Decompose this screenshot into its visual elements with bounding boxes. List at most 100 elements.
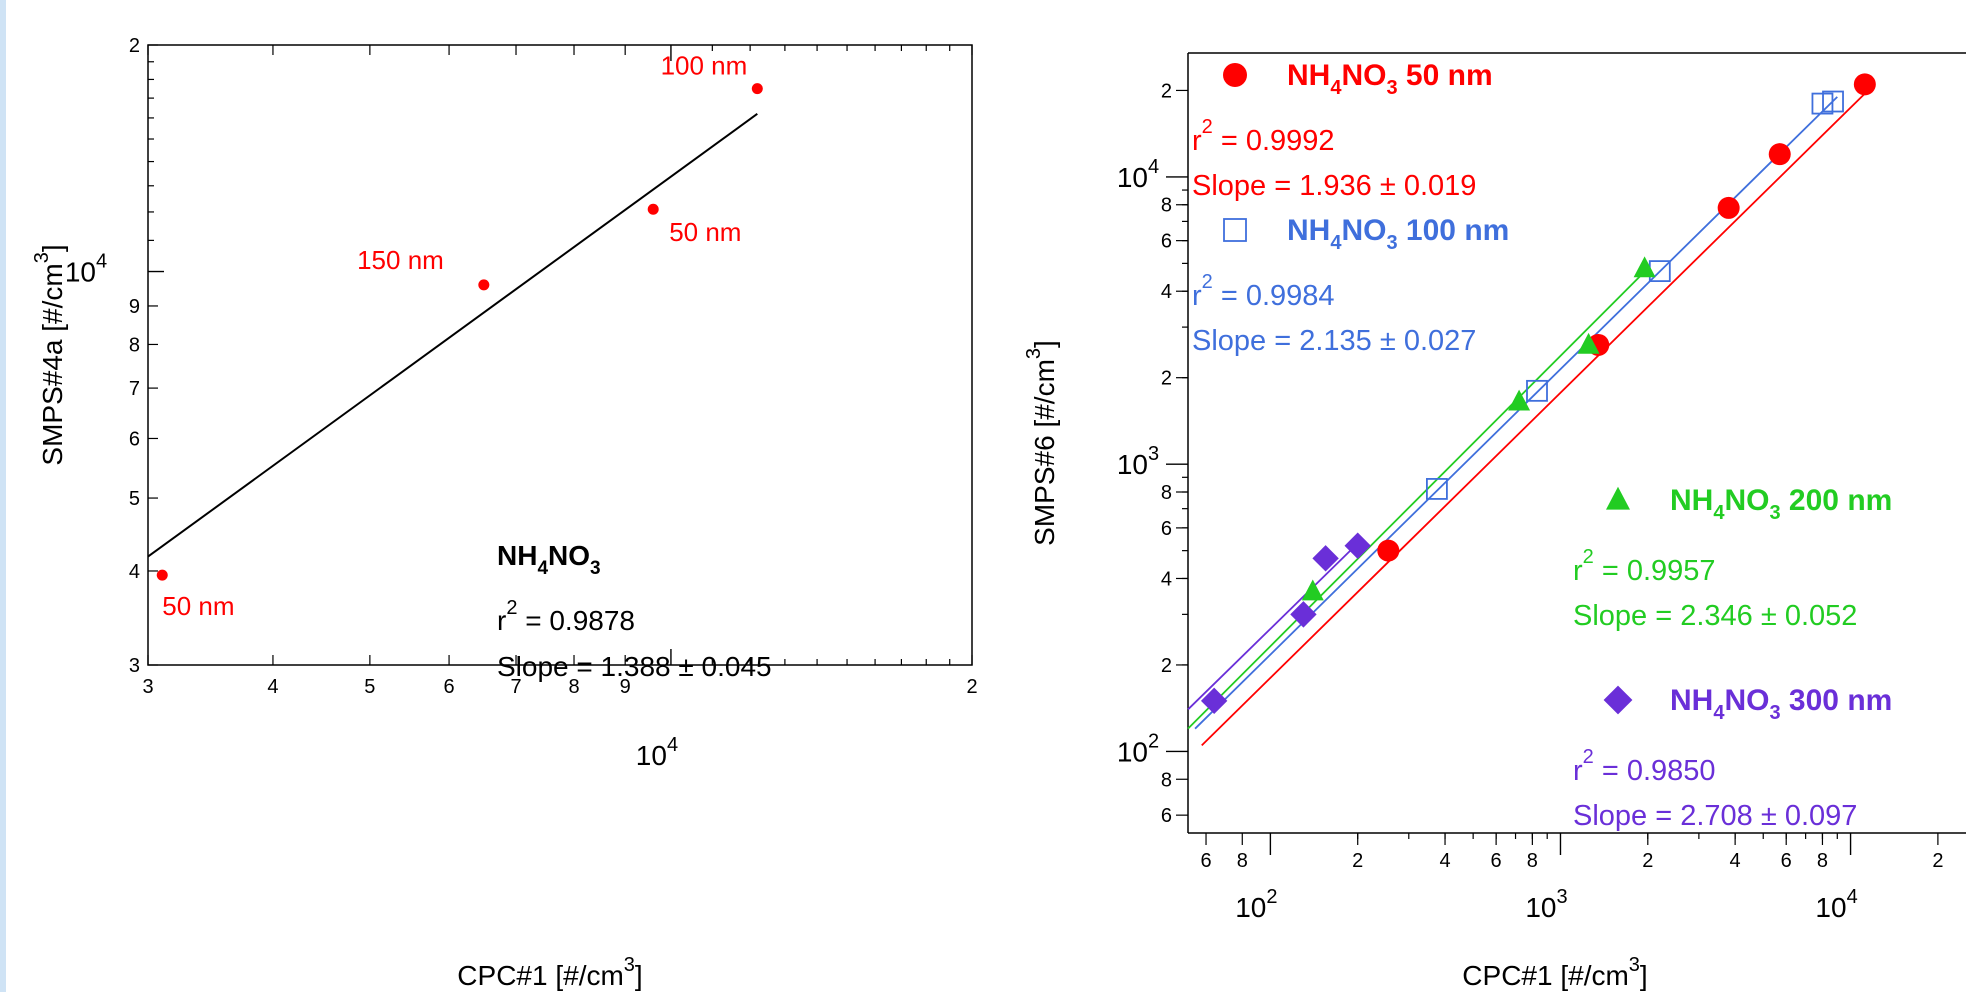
right-y-tick-label: 8 <box>1161 195 1172 217</box>
right-point-circle <box>1377 539 1400 562</box>
left-y-tick-label: 3 <box>129 655 140 677</box>
left-point-label: 150 nm <box>357 245 444 275</box>
right-y-tick-label: 6 <box>1161 805 1172 827</box>
right-y-axis-title: SMPS#6 [#/cm3] <box>1023 340 1060 546</box>
right-y-tick-label: 6 <box>1161 518 1172 540</box>
legend-slope-circle: Slope = 1.936 ± 0.019 <box>1192 170 1476 202</box>
left-point-label: 100 nm <box>661 51 748 81</box>
right-point-circle <box>1717 196 1740 219</box>
right-point-triangle <box>1508 389 1531 411</box>
right-y-decade-label: 104 <box>1117 156 1159 193</box>
right-point-triangle <box>1633 256 1656 278</box>
left-x-tick-label: 5 <box>364 676 375 698</box>
left-edge-strip <box>0 0 6 992</box>
left-annotation-compound: NH4NO3 <box>497 540 601 579</box>
left-y-axis-title: SMPS#4a [#/cm3] <box>31 244 68 465</box>
right-y-tick-label: 2 <box>1161 655 1172 677</box>
legend-title-square: NH4NO3 100 nm <box>1287 214 1509 254</box>
right-y-tick-label: 2 <box>1161 80 1172 102</box>
right-point-diamond <box>1344 532 1371 559</box>
right-x-tick-label: 6 <box>1200 850 1211 872</box>
left-x-axis-title: CPC#1 [#/cm3] <box>457 954 642 991</box>
right-x-axis-title: CPC#1 [#/cm3] <box>1462 954 1647 991</box>
left-chart: 3 4 5 6 7 8 9 2 104 3 4 5 6 7 8 9 2 104 CPC#1 [#/cm3] SMPS#… <box>31 35 978 991</box>
legend-slope-square: Slope = 2.135 ± 0.027 <box>1192 325 1476 357</box>
left-y-decade-label: 104 <box>65 251 107 288</box>
legend-marker-diamond <box>1603 685 1633 715</box>
right-fit-line-circle <box>1201 92 1866 746</box>
right-chart: 6 8 2 4 6 8 2 4 6 8 2 102 103 104 6 8 2 4 6 8 2 4 6 8 2 102 103 104… <box>1023 52 1966 991</box>
left-x-tick-label: 3 <box>142 676 153 698</box>
right-x-tick-label: 8 <box>1237 850 1248 872</box>
left-data-point <box>751 83 763 95</box>
right-fit-line-diamond <box>1187 542 1359 711</box>
legend-marker-square <box>1223 218 1247 242</box>
right-x-decade-label: 104 <box>1815 886 1857 923</box>
right-point-triangle <box>1301 579 1324 601</box>
right-x-decade-label: 103 <box>1525 886 1567 923</box>
legend-title-triangle: NH4NO3 200 nm <box>1670 484 1892 524</box>
right-point-diamond <box>1200 687 1228 715</box>
right-x-tick-label: 4 <box>1730 850 1741 872</box>
right-x-decade-label: 102 <box>1235 886 1277 923</box>
right-x-tick-label: 2 <box>1642 850 1653 872</box>
left-annotation-slope: Slope = 1.388 ± 0.045 <box>497 651 772 682</box>
left-y-tick-label: 5 <box>129 488 140 510</box>
legend-r2-triangle: r2 = 0.9957 <box>1573 546 1716 587</box>
right-y-tick-label: 8 <box>1161 482 1172 504</box>
legend-title-diamond: NH4NO3 300 nm <box>1670 684 1892 724</box>
left-point-label: 50 nm <box>162 591 234 621</box>
left-x-tick-label: 9 <box>620 676 631 698</box>
left-y-tick-label: 2 <box>129 35 140 57</box>
left-x-tick-label: 2 <box>966 676 977 698</box>
left-x-tick-label: 7 <box>510 676 521 698</box>
right-y-tick-label: 2 <box>1161 368 1172 390</box>
left-x-tick-label: 4 <box>267 676 278 698</box>
left-fit-line <box>147 113 758 558</box>
right-y-tick-label: 8 <box>1161 769 1172 791</box>
left-y-tick-label: 6 <box>129 428 140 450</box>
left-data-point <box>478 279 490 291</box>
right-y-tick-label: 4 <box>1161 281 1172 303</box>
right-y-tick-label: 4 <box>1161 568 1172 590</box>
left-x-tick-label: 8 <box>568 676 579 698</box>
right-x-tick-label: 4 <box>1439 850 1450 872</box>
legend-r2-square: r2 = 0.9984 <box>1192 271 1335 312</box>
left-data-point <box>647 203 659 215</box>
left-x-decade-label: 104 <box>636 734 678 771</box>
legend-slope-triangle: Slope = 2.346 ± 0.052 <box>1573 600 1857 632</box>
right-y-tick-label: 6 <box>1161 231 1172 253</box>
left-plot-frame <box>147 44 973 666</box>
right-y-decade-label: 103 <box>1117 443 1159 480</box>
right-x-tick-label: 8 <box>1527 850 1538 872</box>
legend-marker-triangle <box>1606 486 1630 510</box>
right-x-tick-label: 2 <box>1932 850 1943 872</box>
left-annotation-r2: r2 = 0.9878 <box>497 597 635 636</box>
right-x-tick-label: 8 <box>1817 850 1828 872</box>
left-data-point <box>156 569 168 581</box>
right-point-diamond <box>1312 545 1339 572</box>
legend-marker-circle <box>1223 63 1247 87</box>
left-y-tick-label: 7 <box>129 378 140 400</box>
right-point-diamond <box>1290 601 1317 628</box>
left-y-tick-label: 8 <box>129 334 140 356</box>
right-x-tick-label: 6 <box>1491 850 1502 872</box>
right-x-tick-label: 2 <box>1352 850 1363 872</box>
legend-title-circle: NH4NO3 50 nm <box>1287 59 1493 99</box>
right-point-square <box>1822 90 1844 113</box>
left-y-tick-label: 9 <box>129 296 140 318</box>
right-point-square <box>1526 379 1548 402</box>
right-y-decade-label: 102 <box>1117 730 1159 767</box>
right-fit-line-triangle <box>1187 267 1649 730</box>
right-point-circle <box>1768 143 1791 166</box>
legend-slope-diamond: Slope = 2.708 ± 0.097 <box>1573 800 1857 832</box>
left-x-tick-label: 6 <box>444 676 455 698</box>
legend-r2-circle: r2 = 0.9992 <box>1192 116 1335 157</box>
right-point-square <box>1426 478 1448 500</box>
right-point-triangle <box>1577 332 1600 354</box>
legend-r2-diamond: r2 = 0.9850 <box>1573 746 1716 787</box>
left-point-label: 50 nm <box>669 217 741 247</box>
left-y-tick-label: 4 <box>129 561 140 583</box>
